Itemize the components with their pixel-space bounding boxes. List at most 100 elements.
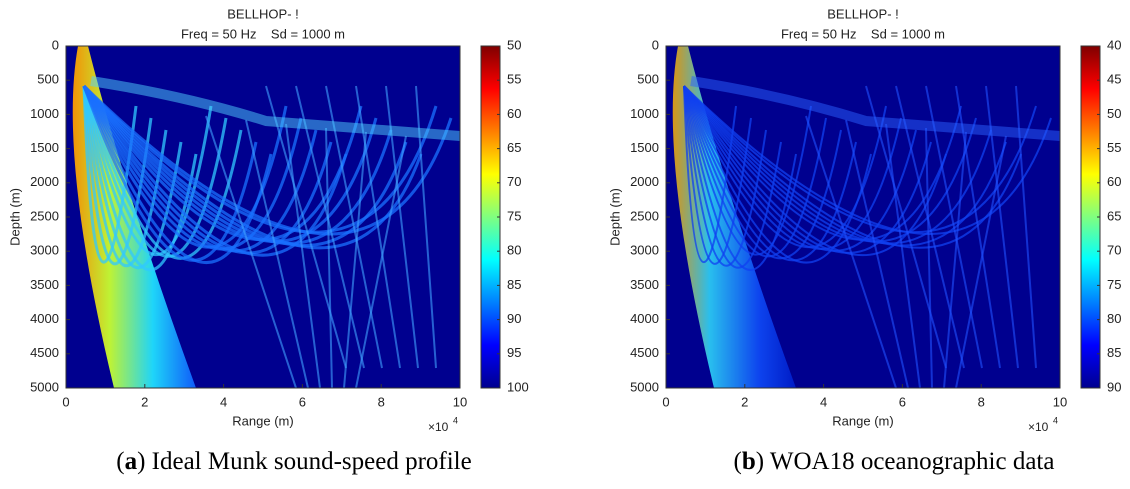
ray-arc [82,85,213,256]
y-tick-label: 2000 [630,174,659,189]
ray-arc [82,85,228,258]
x-tick-label: 8 [978,394,985,409]
y-tick-label: 4500 [630,345,659,360]
y-tick-label: 0 [52,37,59,52]
ray-arc [683,85,1052,235]
colorbar-tick-label: 65 [507,140,521,155]
surface-duct [690,76,1060,141]
colorbar-tick-label: 75 [1107,277,1121,292]
ray-arc [683,85,872,264]
ray-arc [683,85,1022,249]
caption-part: ( [116,448,124,475]
colorbar-tick-label: 70 [1107,243,1121,258]
ray-arc [82,85,333,255]
x-tick-label: 10 [1053,394,1067,409]
x-tick-label: 8 [378,394,385,409]
ray-arc [683,85,842,260]
ray-arc [885,85,983,388]
colorbar-tick-label: 85 [1107,345,1121,360]
y-tick-label: 0 [652,37,659,52]
colorbar-tick-label: 90 [1107,379,1121,394]
caption: (a) Ideal Munk sound-speed profile [116,448,471,475]
colorbar-tick-label: 60 [507,106,521,121]
x-axis-label: Range (m) [832,413,893,428]
ray-arc [683,85,857,262]
x-tick-label: 6 [299,394,306,409]
y-tick-label: 3500 [30,277,59,292]
x-exponent-power: 4 [453,415,458,425]
ray-arc [82,84,423,250]
ray-arc [845,85,965,388]
ray-arc [683,85,737,263]
x-tick-label: 0 [662,394,669,409]
y-tick-label: 500 [637,72,659,87]
colorbar-tick-label: 90 [507,311,521,326]
colorbar-tick-label: 65 [1107,208,1121,223]
ray-arc [245,85,365,388]
ray-arc [205,85,347,388]
ray-arc [82,84,453,236]
x-tick-label: 6 [899,394,906,409]
y-tick-label: 5000 [30,379,59,394]
colorbar-tick-label: 95 [507,345,521,360]
caption-part: ( [734,448,742,475]
ray-arc [82,85,198,272]
y-axis-label: Depth (m) [7,188,22,246]
y-axis-label: Depth (m) [607,188,622,246]
ray-arc [285,85,383,388]
x-exponent: ×10 [428,420,449,434]
x-tick-label: 2 [741,394,748,409]
x-tick-label: 4 [220,394,227,409]
ray-arc [82,85,168,268]
caption-part: a [125,448,138,475]
y-tick-label: 4500 [30,345,59,360]
y-tick-label: 2500 [630,208,659,223]
ray-arc [683,85,932,254]
ray-arc [82,85,138,264]
colorbar-tick-label: 40 [1107,37,1121,52]
colorbar-tick-label: 100 [507,379,529,394]
x-exponent: ×10 [1028,420,1049,434]
y-tick-label: 2500 [30,208,59,223]
x-exponent-power: 4 [1053,415,1058,425]
ray-arc [683,85,827,258]
colorbar-tick-label: 55 [1107,140,1121,155]
chart-title: BELLHOP- ! [827,6,899,21]
y-tick-label: 3000 [630,243,659,258]
y-tick-label: 1500 [630,140,659,155]
y-tick-label: 4000 [30,311,59,326]
colorbar-tick-label: 50 [507,37,521,52]
y-tick-label: 500 [37,72,59,87]
chart-subtitle: Freq = 50 Hz Sd = 1000 m [781,26,945,41]
ray-arc [683,85,797,271]
ray-arc [683,85,767,267]
field-image [66,46,460,388]
x-tick-label: 4 [820,394,827,409]
caption-part: ) WOA18 oceanographic data [756,448,1055,475]
colorbar-tick-label: 50 [1107,106,1121,121]
ray-arc [805,85,947,388]
x-tick-label: 2 [141,394,148,409]
field-image [666,46,1060,388]
x-axis-label: Range (m) [232,413,293,428]
chart-subtitle: Freq = 50 Hz Sd = 1000 m [181,26,345,41]
y-tick-label: 1000 [630,106,659,121]
colorbar-tick-label: 85 [507,277,521,292]
y-tick-label: 1000 [30,106,59,121]
x-tick-label: 10 [453,394,467,409]
colorbar-tick-label: 70 [507,174,521,189]
surface-duct [90,76,460,141]
colorbar-tick-label: 75 [507,208,521,223]
caption-part: ) Ideal Munk sound-speed profile [137,448,472,475]
colorbar-tick-label: 60 [1107,174,1121,189]
colorbar-tick-label: 45 [1107,72,1121,87]
y-tick-label: 5000 [630,379,659,394]
y-tick-label: 4000 [630,311,659,326]
chart-title: BELLHOP- ! [227,6,299,21]
caption: (b) WOA18 oceanographic data [734,448,1055,475]
panel: BELLHOP- !Freq = 50 Hz Sd = 1000 m050010… [7,6,528,474]
x-tick-label: 0 [62,394,69,409]
y-tick-label: 2000 [30,174,59,189]
y-tick-label: 1500 [30,140,59,155]
